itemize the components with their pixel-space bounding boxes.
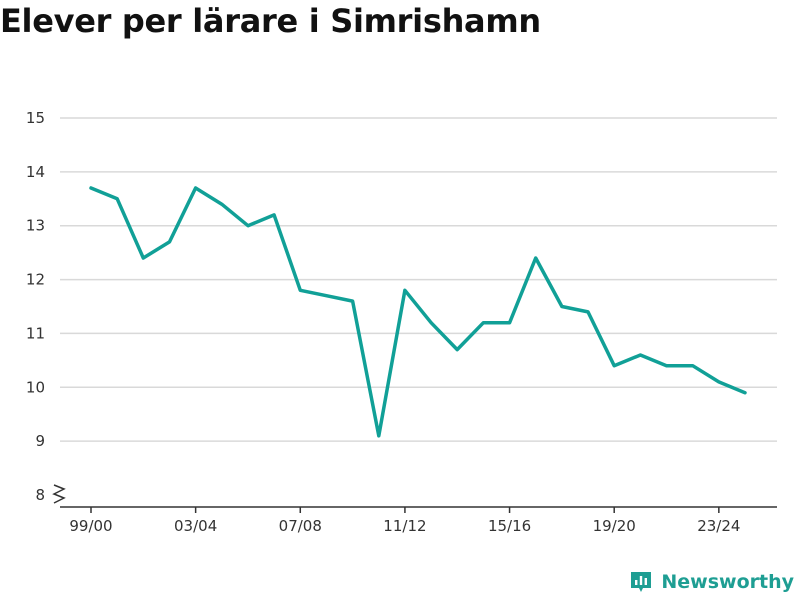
newsworthy-logo-icon xyxy=(631,572,652,592)
y-tick-label: 9 xyxy=(35,432,45,450)
x-tick-label: 99/00 xyxy=(69,517,112,535)
x-tick-label: 03/04 xyxy=(174,517,217,535)
y-tick-label: 11 xyxy=(26,324,45,342)
y-tick-label: 10 xyxy=(26,378,45,396)
x-axis: 99/00 03/04 07/08 11/12 15/16 19/20 23/24 xyxy=(52,484,777,535)
y-tick-label: 15 xyxy=(26,109,45,127)
axis-break-mark xyxy=(52,484,66,504)
x-tick-label: 19/20 xyxy=(593,517,636,535)
x-tick-label: 15/16 xyxy=(488,517,531,535)
y-tick-label: 8 xyxy=(35,486,45,504)
y-tick-label: 13 xyxy=(26,217,45,235)
brand-logo: Newsworthy xyxy=(629,570,794,594)
x-tick-label: 07/08 xyxy=(279,517,322,535)
series-line xyxy=(89,186,747,438)
chart-title: Elever per lärare i Simrishamn xyxy=(0,2,541,40)
series-group xyxy=(89,186,747,438)
brand-name: Newsworthy xyxy=(661,571,794,593)
x-tick-label: 23/24 xyxy=(697,517,740,535)
y-axis-ticks: 8 9 10 11 12 13 14 15 xyxy=(26,109,45,504)
y-tick-label: 12 xyxy=(26,271,45,289)
x-tick-label: 11/12 xyxy=(383,517,426,535)
grid-lines xyxy=(60,117,777,442)
y-tick-label: 14 xyxy=(26,163,45,181)
